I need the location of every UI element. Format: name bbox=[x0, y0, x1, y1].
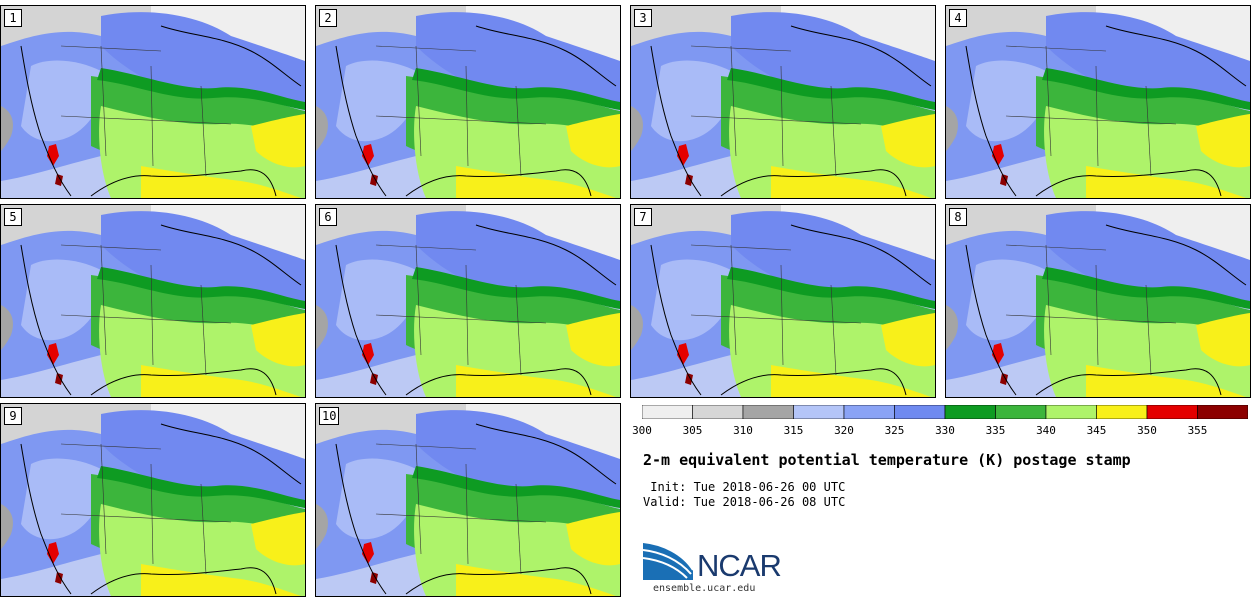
colorbar-tick-label: 355 bbox=[1187, 424, 1208, 437]
colorbar-swatch bbox=[793, 405, 845, 419]
figure-title: 2-m equivalent potential temperature (K)… bbox=[643, 451, 1131, 469]
colorbar-tick-label: 300 bbox=[632, 424, 652, 437]
colorbar-swatch bbox=[1146, 405, 1198, 419]
postage-stamp-2: 2 bbox=[315, 5, 621, 199]
stamp-map bbox=[946, 6, 1250, 198]
colorbar-swatch bbox=[1045, 405, 1097, 419]
stamp-map bbox=[316, 205, 620, 397]
valid-time: Valid: Tue 2018-06-26 08 UTC bbox=[643, 495, 846, 509]
colorbar-tick-label: 305 bbox=[682, 424, 703, 437]
colorbar bbox=[642, 405, 1248, 419]
website-url: ensemble.ucar.edu bbox=[653, 583, 756, 594]
postage-stamp-6: 6 bbox=[315, 204, 621, 398]
colorbar-tick-label: 315 bbox=[783, 424, 804, 437]
colorbar-swatch bbox=[843, 405, 895, 419]
stamp-number: 9 bbox=[4, 407, 22, 425]
postage-stamp-10: 10 bbox=[315, 403, 621, 597]
stamp-map bbox=[631, 205, 935, 397]
colorbar-swatch bbox=[995, 405, 1047, 419]
colorbar-tick-label: 335 bbox=[985, 424, 1006, 437]
stamp-number: 10 bbox=[319, 407, 340, 425]
stamp-number: 5 bbox=[4, 208, 22, 226]
colorbar-swatch bbox=[944, 405, 996, 419]
colorbar-tick-label: 310 bbox=[733, 424, 753, 437]
colorbar-swatch bbox=[742, 405, 794, 419]
postage-stamp-5: 5 bbox=[0, 204, 306, 398]
postage-stamp-8: 8 bbox=[945, 204, 1251, 398]
colorbar-swatch bbox=[1197, 405, 1248, 419]
colorbar-tick-label: 320 bbox=[834, 424, 854, 437]
stamp-number: 2 bbox=[319, 9, 337, 27]
stamp-number: 4 bbox=[949, 9, 967, 27]
stamp-map bbox=[1, 404, 305, 596]
colorbar-swatch bbox=[894, 405, 946, 419]
ncar-logo-text: NCAR bbox=[697, 548, 782, 583]
colorbar-swatch bbox=[642, 405, 693, 419]
colorbar-tick-label: 340 bbox=[1036, 424, 1056, 437]
stamp-number: 6 bbox=[319, 208, 337, 226]
postage-stamp-4: 4 bbox=[945, 5, 1251, 199]
stamp-number: 7 bbox=[634, 208, 652, 226]
postage-stamp-1: 1 bbox=[0, 5, 306, 199]
colorbar-tick-label: 325 bbox=[884, 424, 905, 437]
stamp-number: 8 bbox=[949, 208, 967, 226]
stamp-map bbox=[631, 6, 935, 198]
ncar-logo-icon bbox=[643, 541, 693, 580]
stamp-map bbox=[316, 6, 620, 198]
colorbar-swatch bbox=[692, 405, 744, 419]
colorbar-swatch bbox=[1096, 405, 1148, 419]
stamp-map bbox=[1, 6, 305, 198]
stamp-map bbox=[946, 205, 1250, 397]
stamp-map bbox=[316, 404, 620, 596]
colorbar-tick-label: 330 bbox=[935, 424, 955, 437]
colorbar-tick-label: 350 bbox=[1137, 424, 1157, 437]
stamp-number: 1 bbox=[4, 9, 22, 27]
postage-stamp-3: 3 bbox=[630, 5, 936, 199]
stamp-number: 3 bbox=[634, 9, 652, 27]
postage-stamp-7: 7 bbox=[630, 204, 936, 398]
colorbar-tick-label: 345 bbox=[1086, 424, 1107, 437]
stamp-map bbox=[1, 205, 305, 397]
postage-stamp-9: 9 bbox=[0, 403, 306, 597]
init-time: Init: Tue 2018-06-26 00 UTC bbox=[643, 480, 846, 494]
